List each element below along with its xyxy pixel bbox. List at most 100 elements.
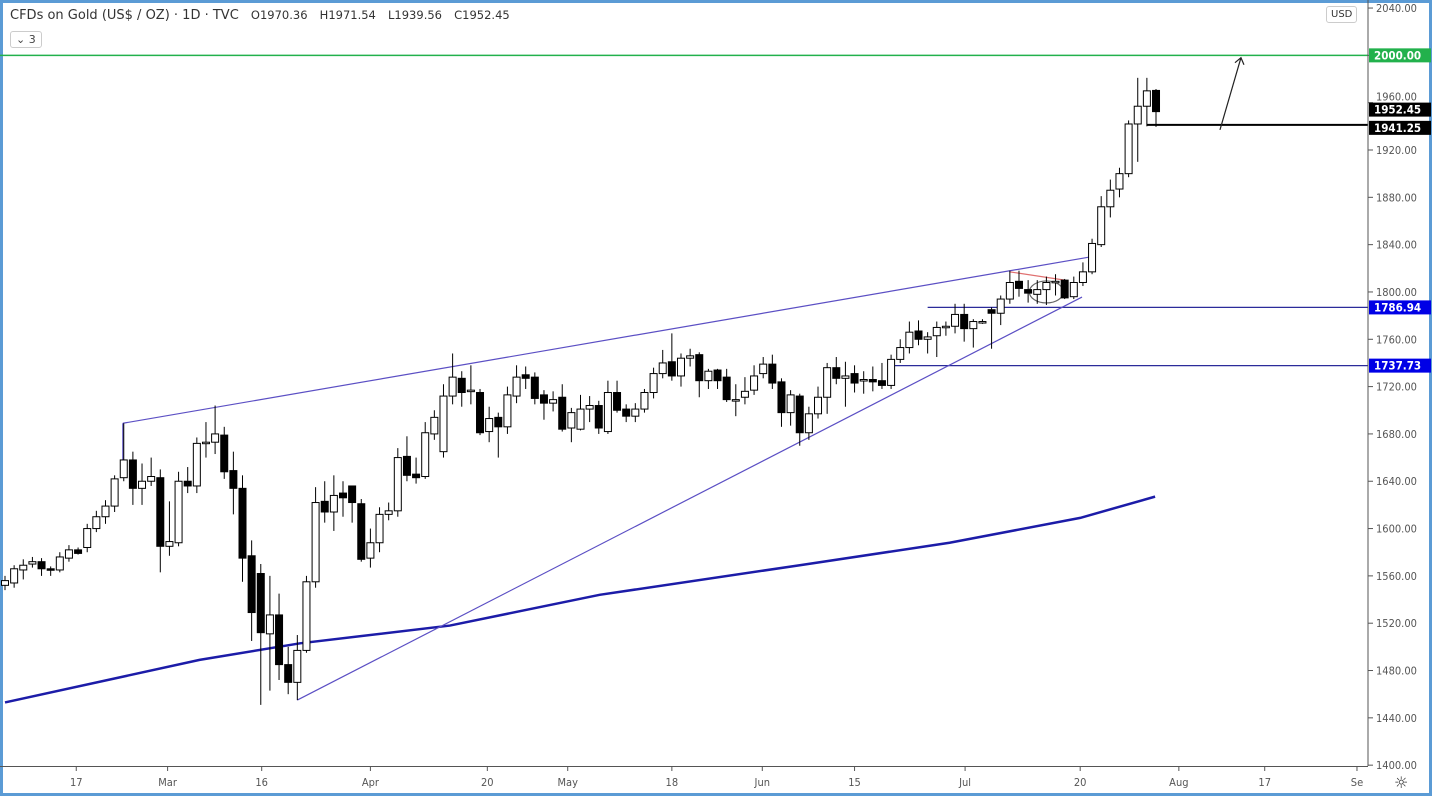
price-tick-label: 1920.00 (1376, 144, 1417, 157)
candle-up (823, 367, 832, 398)
candle-up (923, 336, 932, 340)
candle-down (128, 459, 137, 489)
candle-down (558, 396, 567, 430)
candle-down (613, 392, 622, 411)
candle-up (110, 478, 119, 507)
candle-up (1124, 123, 1133, 175)
price-tick-label: 1560.00 (1376, 570, 1417, 583)
candles-layer (1, 77, 1161, 705)
price-tick-label: 1480.00 (1376, 665, 1417, 678)
candle-down (238, 487, 247, 559)
candle-up (841, 375, 850, 379)
candle-down (795, 395, 804, 434)
last-price-label: 1952.45 (1374, 103, 1421, 117)
candle-up (640, 392, 649, 410)
candle-down (1152, 89, 1161, 113)
price-tick-label: 1440.00 (1376, 712, 1417, 725)
candle-down (868, 379, 877, 383)
candle-down (247, 555, 256, 614)
price-label-1941: 1941.25 (1374, 121, 1421, 135)
candle-down (594, 405, 603, 429)
candle-up (55, 556, 64, 571)
price-label-1786: 1786.94 (1374, 300, 1421, 314)
time-tick-label: 16 (255, 776, 268, 789)
candle-up (1088, 242, 1097, 273)
candle-down (402, 455, 411, 476)
ohlc-open: O1970.36 (250, 8, 308, 22)
settings-gear-icon[interactable]: ☼ (1394, 773, 1409, 792)
candle-up (138, 480, 147, 489)
candle-up (859, 379, 868, 382)
candle-up (1005, 281, 1014, 300)
candle-down (877, 380, 886, 386)
candle-up (83, 528, 92, 548)
candle-up (466, 389, 475, 393)
price-tick-label: 1880.00 (1376, 191, 1417, 204)
candle-up (174, 480, 183, 544)
last-price-label-bg (1369, 102, 1431, 117)
time-tick-label: Apr (362, 776, 380, 789)
time-tick-label: May (557, 776, 578, 789)
indicator-count: 3 (28, 33, 36, 46)
candle-down (850, 373, 859, 384)
price-tick-label: 1800.00 (1376, 286, 1417, 299)
up-arrow-icon (1219, 57, 1242, 131)
price-axis[interactable]: 1400.00 1440.00 1480.00 1520.00 1560.00 1600.… (1368, 2, 1417, 772)
symbol-legend[interactable]: CFDs on Gold (US$ / OZ) · 1D · TVC O1970… (10, 8, 510, 23)
price-tick-label: 1400.00 (1376, 759, 1417, 772)
ohlc-close: C1952.45 (454, 8, 510, 22)
price-tick-label: 2040.00 (1376, 2, 1417, 15)
candle-down (695, 354, 704, 382)
candle-up (576, 408, 585, 430)
candle-up (211, 433, 220, 443)
candle-up (1142, 90, 1151, 107)
moving-average-layer (4, 495, 1156, 704)
chevron-down-icon: ⌄ (16, 33, 26, 46)
candle-down (457, 377, 466, 394)
candle-up (585, 405, 594, 410)
candle-down (229, 470, 238, 489)
currency-button[interactable]: USD (1326, 6, 1358, 23)
price-tick-label: 1680.00 (1376, 428, 1417, 441)
candle-up (10, 568, 19, 584)
time-tick-label: Mar (158, 776, 178, 789)
candle-up (1106, 189, 1115, 208)
candle-up (704, 370, 713, 382)
candle-up (1, 580, 9, 586)
price-label-2000: 2000.00 (1374, 48, 1421, 62)
price-tick-label: 1960.00 (1376, 91, 1417, 104)
price-label-2000-bg (1369, 48, 1431, 63)
candle-up (329, 494, 338, 513)
price-tick-label: 1640.00 (1376, 475, 1417, 488)
candle-down (320, 500, 329, 513)
time-axis[interactable]: 17 Mar 16 Apr 20 May 18 Jun 15 Jul 20 Aug 17 Se (70, 766, 1363, 789)
candle-up (549, 399, 558, 404)
candle-down (37, 561, 46, 570)
time-tick-label: 20 (481, 776, 494, 789)
candle-up (887, 358, 896, 386)
price-label-1737: 1737.73 (1374, 359, 1421, 373)
candle-up (740, 390, 749, 398)
price-label-1786-bg (1369, 300, 1431, 315)
candle-up (366, 542, 375, 559)
drawings-layer (0, 54, 1368, 701)
candle-up (165, 541, 174, 547)
candle-up (430, 416, 439, 435)
candle-up (969, 321, 978, 330)
indicators-collapse-button[interactable]: ⌄ 3 (10, 31, 42, 48)
candle-up (905, 331, 914, 349)
candle-down (494, 416, 503, 428)
red-trendline (1009, 271, 1065, 281)
time-tick-label: 17 (1258, 776, 1271, 789)
candle-down (987, 309, 996, 314)
candle-up (101, 505, 110, 518)
candle-up (512, 376, 521, 397)
candle-down (622, 408, 631, 417)
candle-down (156, 477, 165, 547)
candle-up (814, 396, 823, 415)
candle-down (338, 492, 347, 499)
time-tick-label: Se (1351, 776, 1363, 789)
candle-up (978, 321, 987, 324)
price-tick-label: 1600.00 (1376, 523, 1417, 536)
